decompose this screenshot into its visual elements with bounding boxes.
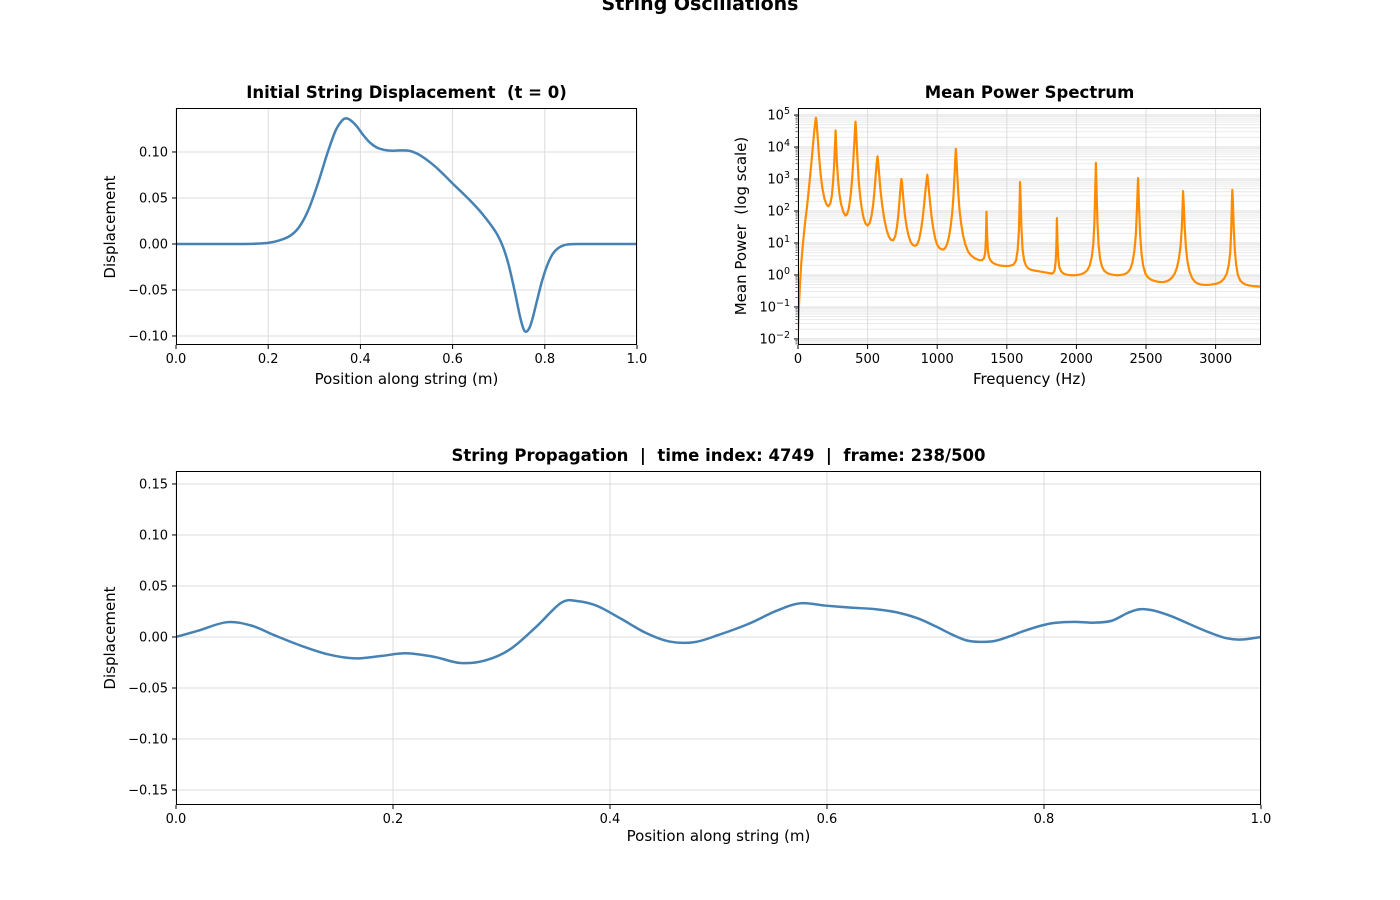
svg-text:500: 500	[855, 352, 880, 367]
svg-text:103: 103	[767, 170, 790, 188]
svg-text:0.2: 0.2	[383, 812, 404, 827]
svg-text:105: 105	[767, 106, 790, 124]
svg-text:2500: 2500	[1129, 352, 1162, 367]
svg-text:0.0: 0.0	[166, 812, 187, 827]
svg-text:104: 104	[767, 138, 790, 156]
initial-displacement-chart: 0.0 0.2 0.4 0.6 0.8 1.0 0.10 0.05 0.00 −0.05 −0.10	[128, 108, 647, 367]
y-axis-label-power-spectrum: Mean Power (log scale)	[732, 136, 750, 316]
svg-text:101: 101	[767, 234, 790, 252]
svg-text:0.05: 0.05	[139, 579, 168, 594]
power-spectrum-chart: 0 500 1000 1500 2000 2500 3000 105 104 103 102 101 1…	[759, 106, 1261, 367]
svg-text:0.05: 0.05	[139, 191, 168, 206]
svg-text:1.0: 1.0	[627, 352, 648, 367]
svg-text:0.10: 0.10	[139, 145, 168, 160]
svg-text:1.0: 1.0	[1251, 812, 1272, 827]
svg-text:−0.10: −0.10	[128, 329, 168, 344]
svg-text:0.8: 0.8	[534, 352, 555, 367]
x-axis-label-string-propagation: Position along string (m)	[626, 827, 811, 845]
svg-text:−0.10: −0.10	[128, 733, 168, 748]
svg-text:0: 0	[794, 352, 802, 367]
chart-title-string-propagation: String Propagation | time index: 4749 | …	[451, 446, 986, 465]
svg-text:0.15: 0.15	[139, 477, 168, 492]
svg-text:0.2: 0.2	[258, 352, 279, 367]
figure-suptitle: String Oscillations	[601, 0, 799, 15]
svg-text:0.6: 0.6	[817, 812, 838, 827]
svg-text:2000: 2000	[1060, 352, 1093, 367]
svg-text:0.8: 0.8	[1034, 812, 1055, 827]
svg-text:1000: 1000	[921, 352, 954, 367]
svg-text:3000: 3000	[1199, 352, 1232, 367]
chart-title-initial-displacement: Initial String Displacement (t = 0)	[246, 83, 567, 102]
svg-text:100: 100	[767, 266, 790, 284]
string-propagation-chart: 0.0 0.2 0.4 0.6 0.8 1.0 0.15 0.10 0.05 0.00 −0.05 −…	[128, 471, 1271, 827]
svg-text:−0.05: −0.05	[128, 283, 168, 298]
svg-text:−0.15: −0.15	[128, 784, 168, 799]
svg-text:102: 102	[767, 202, 790, 220]
svg-text:10−1: 10−1	[759, 298, 790, 316]
y-axis-label-string-propagation: Displacement	[101, 586, 119, 690]
svg-text:1500: 1500	[990, 352, 1023, 367]
svg-text:0.0: 0.0	[166, 352, 187, 367]
svg-text:0.6: 0.6	[442, 352, 463, 367]
svg-text:0.4: 0.4	[600, 812, 621, 827]
svg-text:0.00: 0.00	[139, 630, 168, 645]
svg-text:−0.05: −0.05	[128, 681, 168, 696]
y-axis-label-initial-displacement: Displacement	[101, 175, 119, 279]
x-axis-label-initial-displacement: Position along string (m)	[314, 370, 499, 388]
svg-text:0.4: 0.4	[350, 352, 371, 367]
svg-text:0.10: 0.10	[139, 528, 168, 543]
chart-title-power-spectrum: Mean Power Spectrum	[924, 83, 1135, 102]
svg-text:0.00: 0.00	[139, 237, 168, 252]
x-axis-label-power-spectrum: Frequency (Hz)	[972, 370, 1087, 388]
svg-text:10−2: 10−2	[759, 330, 790, 348]
